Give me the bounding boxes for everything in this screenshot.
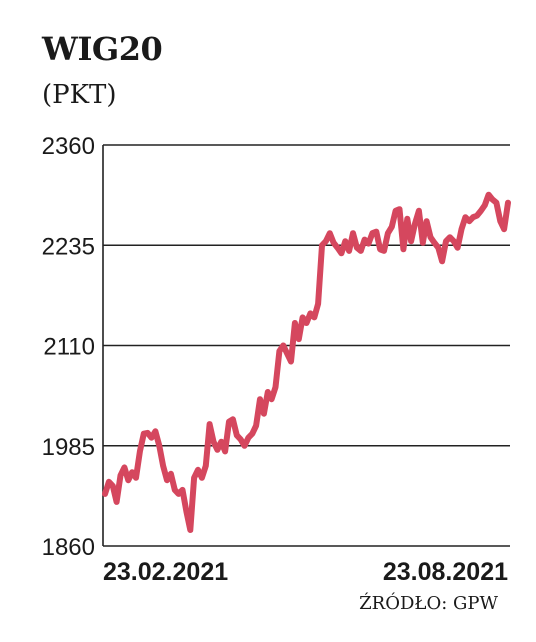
unit-label: (PKT) [42,80,117,110]
x-tick-label: 23.02.2021 [103,558,228,586]
x-tick-label: 23.08.2021 [383,558,508,586]
y-tick-labels: 2360 2235 2110 1985 1860 [42,133,95,561]
y-tick-label: 2235 [42,233,95,260]
source-note: ŹRÓDŁO: GPW [359,593,498,614]
gridlines [103,144,510,547]
y-tick-label: 2360 [42,133,95,160]
series-line [102,191,511,533]
chart-title: WIG20 [42,30,163,68]
y-tick-label: 1985 [42,434,95,461]
y-tick-label: 1860 [42,534,95,561]
x-tick-labels: 23.02.2021 23.08.2021 [103,558,508,586]
y-tick-label: 2110 [43,334,95,361]
